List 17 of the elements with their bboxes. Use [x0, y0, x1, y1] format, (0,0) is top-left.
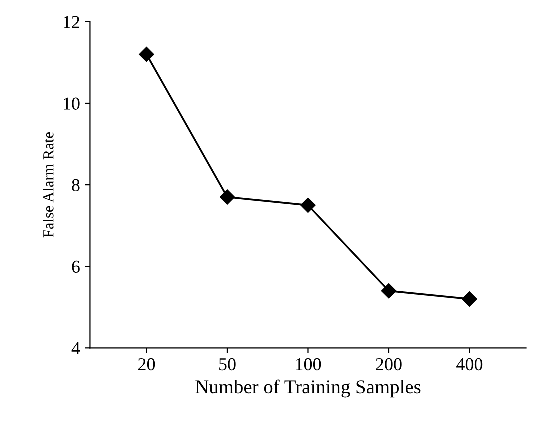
x-axis-title: Number of Training Samples — [196, 380, 421, 398]
x-tick-label: 100 — [296, 358, 322, 371]
x-tick-label: 50 — [220, 358, 236, 371]
point — [462, 292, 478, 307]
y-tick-label: 6 — [72, 260, 80, 274]
y-tick-label: 4 — [72, 342, 80, 354]
point — [300, 198, 316, 214]
y-tick-label: 10 — [64, 98, 80, 110]
x-tick-label: 20 — [138, 358, 156, 371]
y-tick-label: 12 — [64, 16, 80, 28]
x-tick-label: 200 — [376, 358, 402, 371]
point — [220, 190, 236, 205]
x-tick-label: 400 — [456, 358, 483, 371]
y-tick-label: 8 — [72, 179, 80, 192]
y-axis-title: False Alarm Rate — [43, 132, 54, 238]
point — [139, 46, 154, 62]
point — [381, 283, 397, 299]
